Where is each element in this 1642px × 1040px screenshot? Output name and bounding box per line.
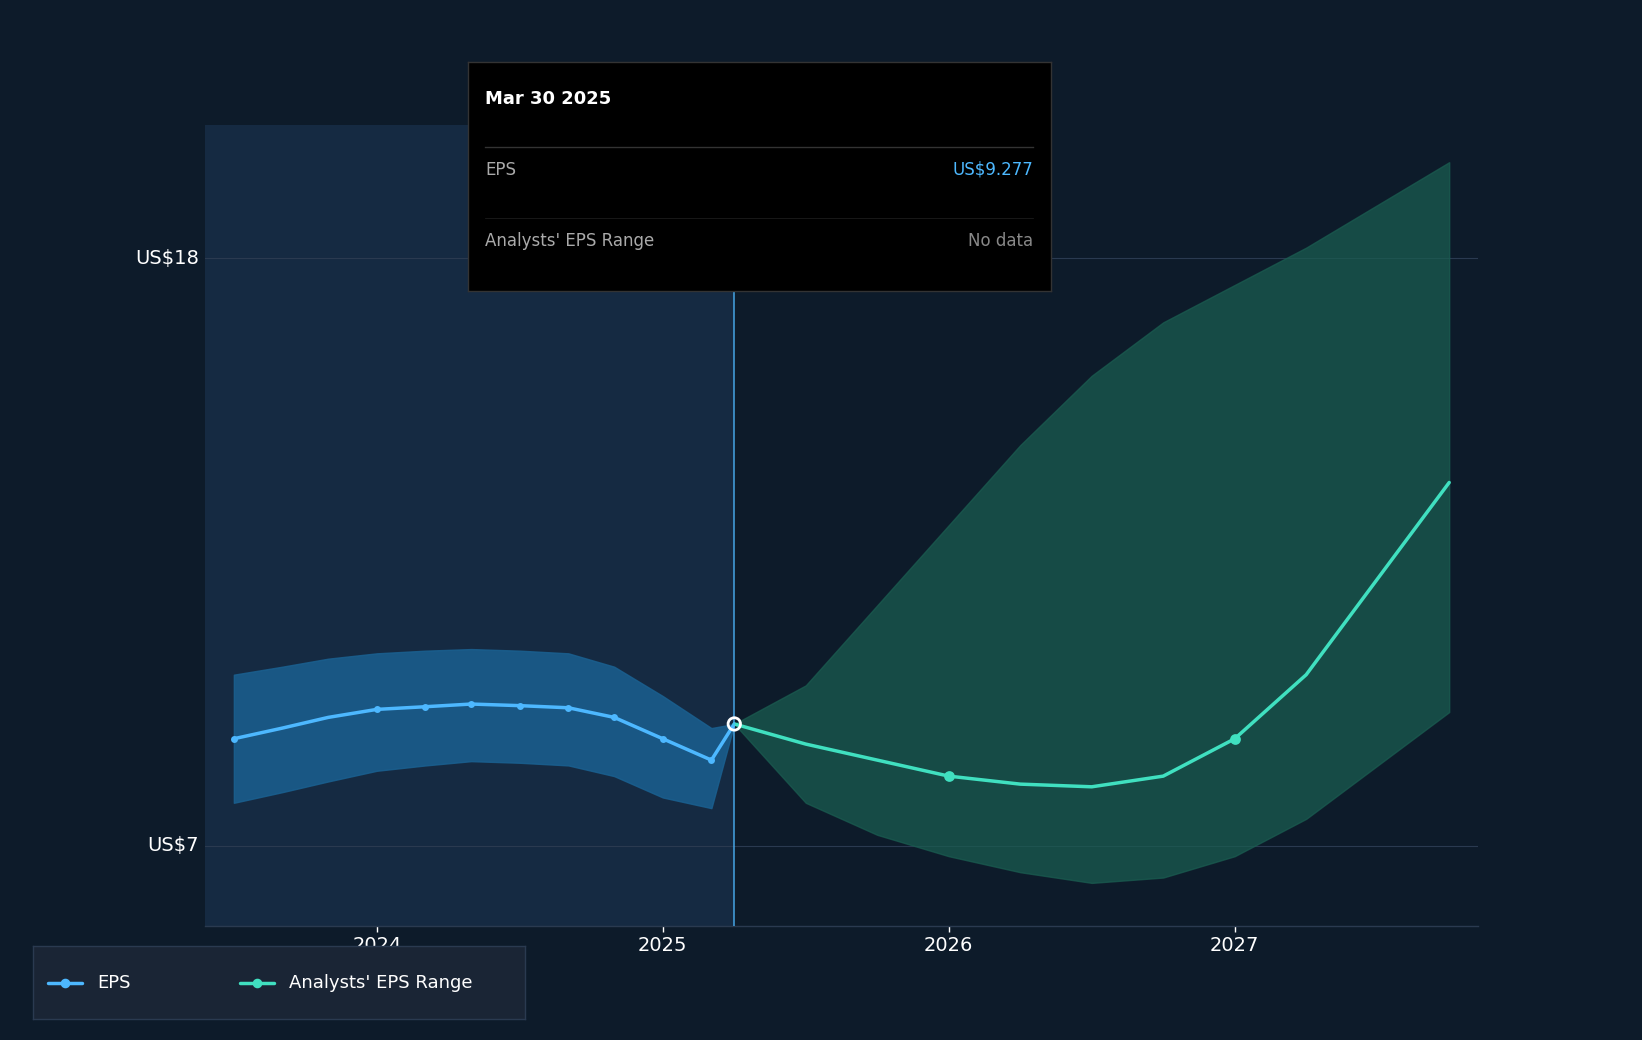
Text: US$9.277: US$9.277 (952, 161, 1033, 179)
Text: Mar 30 2025: Mar 30 2025 (486, 89, 612, 108)
Point (363, 701, 389, 718)
Point (243, 974, 269, 991)
Point (507, 698, 534, 714)
Text: Analysts' EPS Range: Analysts' EPS Range (486, 232, 655, 250)
Text: Analysts' EPS Range: Analysts' EPS Range (289, 973, 473, 992)
Text: EPS: EPS (97, 973, 130, 992)
Point (650, 730, 677, 747)
Point (936, 768, 962, 784)
Text: Actual: Actual (663, 140, 727, 159)
Text: No data: No data (969, 232, 1033, 250)
Point (601, 709, 627, 726)
Text: Analysts Forecasts: Analysts Forecasts (744, 140, 913, 159)
Text: US$7: US$7 (148, 836, 199, 855)
Text: EPS: EPS (486, 161, 517, 179)
Point (1222, 730, 1248, 747)
Point (458, 696, 484, 712)
Point (412, 699, 438, 716)
Point (53, 974, 79, 991)
Point (220, 730, 246, 747)
Point (698, 752, 724, 769)
Text: US$18: US$18 (135, 249, 199, 267)
Bar (205, 125, 734, 926)
Point (555, 700, 581, 717)
Point (721, 716, 747, 732)
